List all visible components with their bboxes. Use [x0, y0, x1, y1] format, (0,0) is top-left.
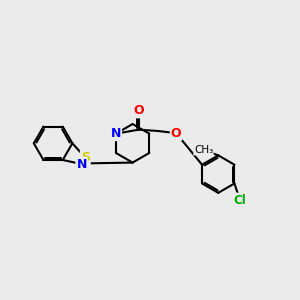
Text: N: N: [76, 158, 87, 170]
Text: N: N: [111, 127, 121, 140]
Text: CH₃: CH₃: [194, 145, 213, 155]
Text: S: S: [81, 151, 90, 164]
Text: Cl: Cl: [233, 194, 246, 207]
Text: O: O: [134, 104, 144, 117]
Text: O: O: [171, 127, 182, 140]
